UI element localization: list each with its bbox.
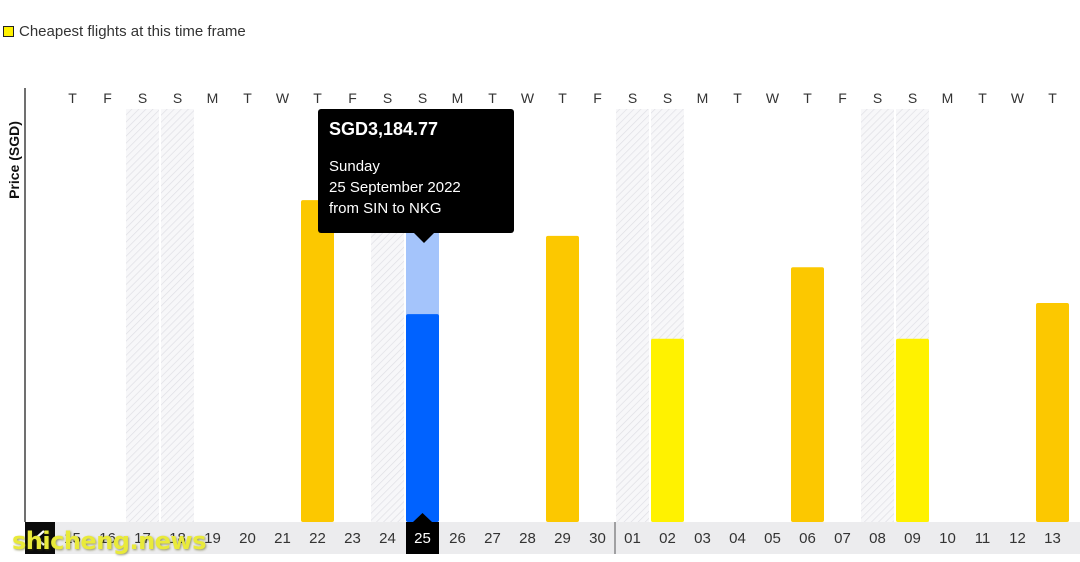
price-bar xyxy=(791,267,824,522)
weekday-tick-label: F xyxy=(593,90,602,106)
weekday-tick-label: F xyxy=(103,90,112,106)
date-tick-label: 09 xyxy=(904,530,921,547)
legend-label: Cheapest flights at this time frame xyxy=(19,22,246,40)
date-tick-label: 25 xyxy=(414,530,431,547)
chevron-left-icon xyxy=(34,530,45,546)
weekday-tick-label: S xyxy=(873,90,882,106)
weekday-tick-label: T xyxy=(68,90,77,106)
weekend-column xyxy=(861,109,894,522)
date-tick-label: 12 xyxy=(1009,530,1026,547)
date-tick-label: 27 xyxy=(484,530,501,547)
price-bar-base xyxy=(406,314,439,522)
date-tick-label: 30 xyxy=(589,530,606,547)
selected-date-cell xyxy=(406,522,439,554)
weekday-tick-label: S xyxy=(173,90,182,106)
date-tick-label: 28 xyxy=(519,530,536,547)
weekday-tick-label: T xyxy=(733,90,742,106)
tooltip-route: from SIN to NKG xyxy=(329,200,442,217)
weekday-tick-label: S xyxy=(663,90,672,106)
weekday-tick-label: S xyxy=(628,90,637,106)
weekend-column xyxy=(126,109,159,522)
weekend-column xyxy=(161,109,194,522)
tooltip-price: SGD3,184.77 xyxy=(329,119,439,139)
watermark: shicheng.news xyxy=(12,527,206,555)
y-axis-label: Price (SGD) xyxy=(6,121,22,199)
weekday-tick-label: W xyxy=(1011,90,1025,106)
date-tick-label: 26 xyxy=(449,530,466,547)
date-tick-label: 23 xyxy=(344,530,361,547)
weekday-tick-label: S xyxy=(383,90,392,106)
date-tick-label: 08 xyxy=(869,530,886,547)
weekday-tick-label: M xyxy=(207,90,219,106)
date-tick-label: 21 xyxy=(274,530,291,547)
date-tick-label: 05 xyxy=(764,530,781,547)
chart-legend: Cheapest flights at this time frame xyxy=(3,21,246,41)
weekday-tick-label: M xyxy=(697,90,709,106)
weekday-tick-label: T xyxy=(978,90,987,106)
weekday-tick-label: F xyxy=(838,90,847,106)
weekday-tick-label: T xyxy=(313,90,322,106)
prev-arrow-box xyxy=(25,522,55,554)
weekday-tick-label: M xyxy=(942,90,954,106)
tooltip-date: 25 September 2022 xyxy=(329,179,461,196)
date-tick-label: 10 xyxy=(939,530,956,547)
weekday-tick-label: W xyxy=(276,90,290,106)
date-tick-label: 03 xyxy=(694,530,711,547)
tooltip-day: Sunday xyxy=(329,158,380,175)
weekday-tick-label: T xyxy=(488,90,497,106)
price-bar xyxy=(651,338,684,522)
date-tick-label: 11 xyxy=(975,530,991,547)
weekday-tick-label: T xyxy=(803,90,812,106)
date-tick-label: 16 xyxy=(99,530,116,547)
price-bar xyxy=(301,200,334,522)
date-tick-label: 01 xyxy=(624,530,641,547)
weekday-tick-label: F xyxy=(348,90,357,106)
date-tick-label: 18 xyxy=(169,530,186,547)
date-tick-label: 17 xyxy=(134,530,151,547)
date-tick-label: 15 xyxy=(64,530,81,547)
selected-date-pointer xyxy=(413,513,432,522)
price-bar xyxy=(896,338,929,522)
date-tick-label: 07 xyxy=(834,530,851,547)
weekday-tick-label: S xyxy=(138,90,147,106)
weekday-tick-label: T xyxy=(1048,90,1057,106)
price-bar xyxy=(1036,302,1069,522)
weekday-tick-label: S xyxy=(418,90,427,106)
weekday-tick-label: M xyxy=(452,90,464,106)
date-tick-label: 06 xyxy=(799,530,816,547)
weekday-tick-label: S xyxy=(908,90,917,106)
weekday-tick-label: T xyxy=(558,90,567,106)
date-tick-label: 04 xyxy=(729,530,746,547)
date-tick-label: 29 xyxy=(554,530,571,547)
weekday-tick-label: W xyxy=(766,90,780,106)
date-tick-label: 13 xyxy=(1044,530,1061,547)
date-tick-label: 19 xyxy=(204,530,221,547)
weekend-column xyxy=(616,109,649,522)
price-tooltip: SGD3,184.77 Sunday 25 September 2022 fro… xyxy=(318,109,514,243)
price-bar xyxy=(546,235,579,523)
weekday-tick-label: T xyxy=(243,90,252,106)
date-tick-label: 20 xyxy=(239,530,256,547)
date-tick-label: 22 xyxy=(309,530,326,547)
date-tick-label: 02 xyxy=(659,530,676,547)
date-strip xyxy=(25,522,1080,554)
date-tick-label: 24 xyxy=(379,530,396,547)
weekday-tick-label: W xyxy=(521,90,535,106)
yellow-legend-swatch xyxy=(3,25,14,37)
